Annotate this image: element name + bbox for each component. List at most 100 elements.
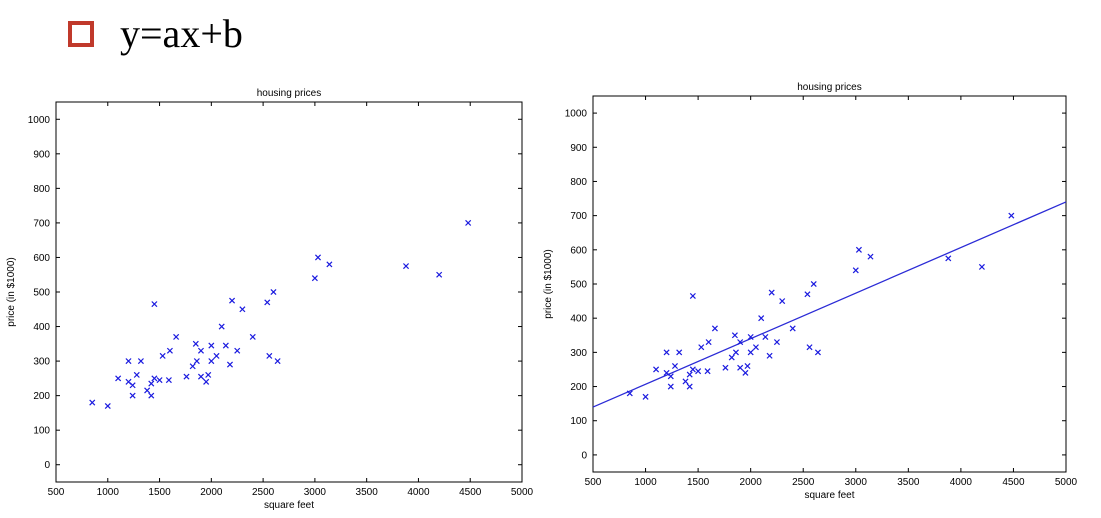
chart1-y-tick-label: 500: [570, 280, 587, 291]
chart1-y-tick-label: 1000: [565, 109, 588, 120]
chart0-data-point: [239, 306, 246, 313]
chart1-data-point: [671, 363, 679, 370]
chart0-data-point: [159, 352, 166, 359]
chart1-data-point: [867, 253, 874, 260]
chart0-data-point: [156, 377, 163, 384]
chart1-data-point: [752, 344, 759, 351]
chart1-data-point: [768, 289, 775, 296]
chart1-x-tick-label: 1000: [634, 477, 657, 488]
chart0-x-tick-label: 1000: [97, 487, 120, 498]
chart0-data-point: [208, 342, 215, 349]
chart1-x-tick-label: 4500: [1002, 477, 1025, 488]
chart1-data-point: [779, 298, 786, 305]
chart0-y-axis-label: price (in $1000): [6, 257, 17, 326]
chart0-title: housing prices: [257, 88, 321, 99]
chart0-data-point: [314, 254, 322, 261]
square-bullet-icon: [68, 21, 94, 47]
chart0-data-point: [133, 371, 140, 378]
chart1-x-axis-label: square feet: [804, 490, 854, 501]
chart0-data-point: [129, 382, 136, 389]
chart0-data-point: [234, 347, 241, 354]
chart0-y-tick-label: 700: [33, 218, 50, 229]
chart0-data-point: [104, 402, 111, 410]
chart0-data-point: [274, 358, 281, 365]
chart1-plot-frame: [592, 95, 1067, 473]
chart0-data-point: [213, 352, 220, 359]
chart1-data-point: [852, 267, 859, 274]
chart0-data-point: [144, 387, 151, 394]
chart1-data-point: [810, 280, 817, 288]
chart1-data-point: [686, 371, 693, 378]
chart0-data-point: [197, 347, 205, 354]
chart0-data-point: [222, 342, 229, 349]
chart0-y-tick-label: 1000: [28, 115, 51, 126]
chart1-y-tick-label: 0: [581, 450, 587, 461]
chart1-data-point: [744, 363, 751, 370]
chart0-x-tick-label: 4500: [459, 487, 482, 498]
chart1-data-point: [1008, 212, 1015, 219]
chart1-data-point: [789, 325, 796, 332]
chart1-data-point: [945, 255, 952, 262]
chart0-data-point: [151, 301, 158, 308]
chart0-data-point: [183, 373, 190, 380]
chart1-data-point: [689, 366, 696, 373]
chart1-data-point: [758, 315, 765, 322]
chart0-data-point: [192, 340, 199, 347]
chart1-data-point: [747, 349, 754, 356]
chart0-data-point: [193, 358, 200, 365]
chart0-data-point: [197, 373, 205, 380]
chart1-data-point: [642, 393, 649, 400]
chart1-data-point: [663, 349, 670, 356]
chart1-data-point: [747, 333, 754, 341]
chart1-data-point: [773, 339, 780, 346]
chart1-data-point: [804, 291, 811, 298]
slide-heading: y=ax+b: [68, 8, 243, 60]
chart0-y-tick-label: 100: [33, 426, 50, 437]
chart1-y-tick-label: 100: [570, 416, 587, 427]
chart1-data-point: [722, 364, 729, 371]
chart0-data-point: [402, 263, 410, 270]
chart0-data-point: [137, 358, 144, 365]
chart0-x-tick-label: 4000: [407, 487, 430, 498]
chart0-data-point: [89, 399, 96, 406]
chart0-data-point: [226, 361, 233, 368]
chart0-x-tick-label: 500: [48, 487, 65, 498]
chart0-x-tick-label: 3000: [304, 487, 327, 498]
chart0-y-tick-label: 800: [33, 184, 50, 195]
chart1-x-tick-label: 3000: [845, 477, 868, 488]
chart1-data-point: [711, 325, 718, 332]
chart0-x-axis-label: square feet: [264, 500, 314, 511]
chart0-data-point: [203, 378, 210, 385]
chart1-x-tick-label: 3500: [897, 477, 920, 488]
chart0-y-tick-label: 200: [33, 391, 50, 402]
chart1-data-point: [806, 344, 813, 351]
chart0-data-point: [165, 377, 172, 384]
chart0-y-tick-label: 900: [33, 149, 50, 160]
chart1-x-tick-label: 5000: [1055, 477, 1078, 488]
chart1-data-point: [626, 390, 633, 397]
chart1-y-tick-label: 300: [570, 348, 587, 359]
chart1-data-point: [653, 366, 660, 373]
chart0-data-point: [266, 352, 273, 359]
chart0-data-point: [125, 358, 132, 365]
chart1-data-point: [705, 339, 712, 346]
chart1-data-point: [695, 368, 702, 375]
chart1-x-tick-label: 2500: [792, 477, 815, 488]
chart0-y-tick-label: 300: [33, 357, 50, 368]
chart1-title: housing prices: [797, 82, 861, 93]
chart1-data-point: [742, 369, 749, 376]
chart0-data-point: [115, 375, 122, 382]
chart1-data-point: [731, 332, 738, 339]
chart1-data-point: [737, 339, 744, 346]
chart1-data-point: [728, 354, 735, 361]
chart1-x-tick-label: 500: [585, 477, 602, 488]
chart0-y-tick-label: 600: [33, 253, 50, 264]
chart1-data-point: [732, 349, 739, 356]
chart1-fit-line: [592, 201, 1067, 408]
chart1-x-tick-label: 1500: [687, 477, 710, 488]
equation-text: y=ax+b: [120, 11, 243, 56]
chart0-y-tick-label: 0: [44, 460, 50, 471]
chart1-y-tick-label: 700: [570, 211, 587, 222]
